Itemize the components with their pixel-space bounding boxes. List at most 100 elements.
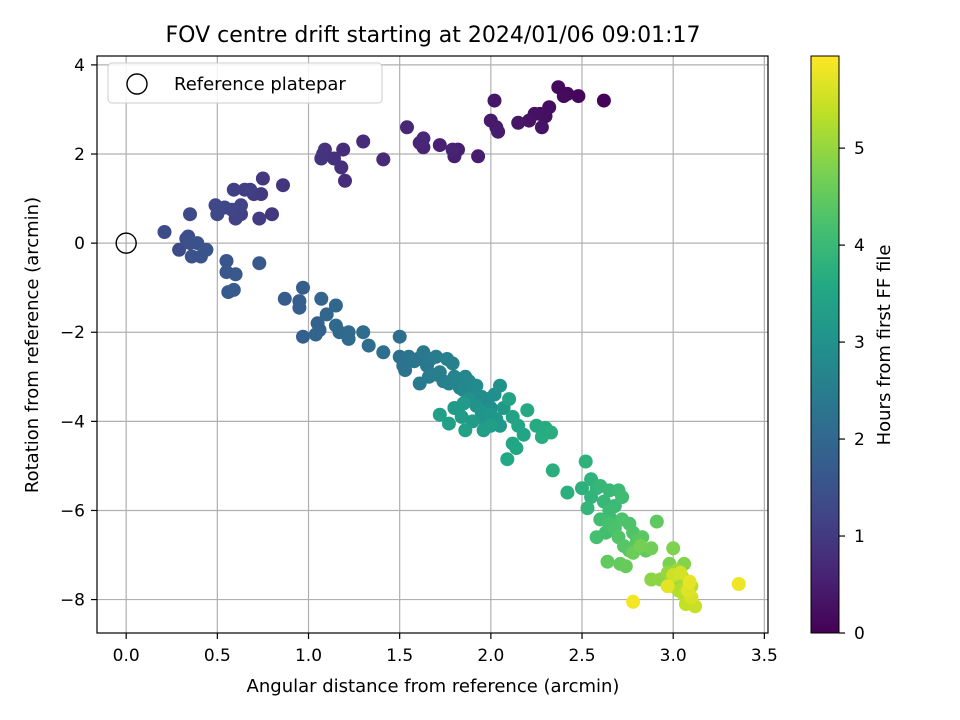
data-point (575, 481, 589, 496)
data-point (471, 149, 486, 164)
data-point (296, 280, 310, 295)
data-point (226, 182, 241, 197)
y-tick-label: −8 (60, 591, 85, 611)
data-point (376, 152, 391, 167)
data-point (673, 565, 688, 580)
data-point (157, 225, 172, 239)
plot-frame (96, 55, 769, 634)
y-axis-ticks: 4 2 0 −2 −4 −6 −8 (60, 56, 97, 611)
colorbar-tick-label: 5 (854, 139, 865, 159)
legend: Reference platepar (107, 62, 383, 104)
data-point (509, 441, 524, 456)
data-point (429, 367, 444, 382)
x-tick-label: 1.0 (295, 646, 322, 666)
data-point (319, 307, 334, 322)
data-point (361, 338, 376, 353)
reference-platepar-marker (115, 232, 137, 254)
data-point (336, 142, 351, 157)
data-point (483, 113, 498, 128)
data-point (327, 151, 341, 166)
data-point (199, 242, 214, 257)
data-point (296, 329, 310, 344)
colorbar-label: Hours from first FF file (874, 245, 895, 446)
y-tick-label: −6 (60, 501, 85, 521)
data-points (115, 80, 746, 614)
data-point (445, 142, 460, 157)
data-point (376, 345, 391, 360)
y-tick-label: 0 (74, 234, 85, 254)
colorbar: 0 1 2 3 4 5 Hours from first FF file (810, 55, 895, 644)
legend-box (107, 62, 383, 104)
data-point (491, 124, 506, 139)
data-point (600, 554, 615, 569)
data-point (276, 178, 290, 193)
data-point (252, 211, 267, 226)
x-tick-label: 3.5 (751, 646, 778, 666)
data-point (556, 89, 571, 104)
data-point (432, 138, 447, 153)
data-point (328, 298, 343, 313)
data-point (255, 171, 270, 186)
x-tick-label: 3.0 (660, 646, 687, 666)
colorbar-tick-label: 2 (854, 430, 865, 450)
data-point (398, 363, 413, 378)
x-axis-ticks: 0.0 0.5 1.0 1.5 2.0 2.5 3.0 3.5 (113, 633, 778, 666)
data-point (392, 329, 407, 344)
data-point (314, 151, 329, 166)
data-point (416, 131, 431, 146)
y-tick-label: −4 (60, 412, 85, 432)
data-point (580, 501, 595, 516)
data-point (454, 409, 469, 424)
data-point (522, 113, 537, 128)
data-point (571, 89, 586, 104)
data-point (589, 530, 604, 545)
data-point (493, 378, 507, 393)
x-axis-label: Angular distance from reference (arcmin) (247, 676, 620, 697)
data-point (226, 282, 241, 297)
data-point (458, 423, 473, 438)
data-point (578, 454, 593, 469)
chart-title: FOV centre drift starting at 2024/01/06 … (166, 23, 701, 48)
data-point (731, 577, 746, 591)
data-point (544, 425, 558, 440)
data-point (649, 514, 664, 529)
data-point (666, 541, 681, 556)
x-tick-label: 2.5 (568, 646, 595, 666)
colorbar-tick-label: 4 (854, 236, 865, 256)
data-point (487, 93, 502, 108)
legend-label: Reference platepar (174, 74, 346, 95)
data-point (219, 254, 234, 268)
data-point (292, 300, 307, 315)
data-point (210, 207, 225, 222)
data-point (308, 327, 323, 342)
x-tick-label: 0.0 (113, 646, 140, 666)
data-point (560, 485, 575, 500)
data-point (520, 403, 535, 418)
data-point (483, 418, 498, 433)
data-point (183, 207, 197, 222)
data-point (341, 331, 356, 346)
data-point (237, 182, 252, 197)
y-tick-label: −2 (60, 323, 85, 343)
colorbar-tick-label: 1 (854, 527, 865, 547)
data-point (400, 120, 414, 135)
data-point (660, 579, 675, 594)
x-tick-label: 1.5 (386, 646, 413, 666)
data-point (469, 378, 484, 393)
data-point (502, 392, 517, 407)
y-tick-label: 2 (74, 145, 85, 165)
data-point (682, 574, 697, 589)
data-point (534, 120, 549, 135)
data-point (338, 173, 352, 188)
data-point (172, 242, 187, 257)
data-point (356, 134, 371, 149)
colorbar-tick-label: 3 (854, 333, 865, 353)
data-point (228, 267, 243, 282)
data-point (511, 115, 526, 130)
data-point (432, 407, 447, 422)
data-point (265, 207, 279, 222)
data-point (516, 427, 531, 442)
data-point (596, 93, 611, 108)
x-tick-label: 2.0 (477, 646, 504, 666)
